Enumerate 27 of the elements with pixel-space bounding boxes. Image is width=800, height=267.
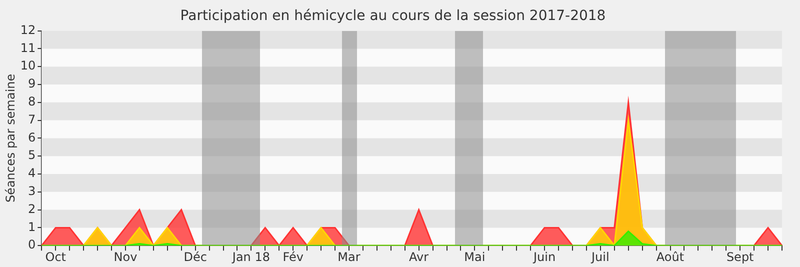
x-tick-label: Jan 18	[231, 250, 270, 264]
y-tick-label: 6	[28, 130, 36, 144]
y-tick-label: 7	[28, 112, 36, 126]
y-tick-label: 10	[20, 58, 36, 73]
y-tick-label: 5	[28, 148, 36, 162]
y-tick-label: 4	[28, 166, 36, 180]
y-tick-label: 12	[20, 22, 36, 37]
x-tick-label: Fév	[282, 250, 304, 264]
x-tick-label: Nov	[114, 250, 138, 264]
x-tick-label: Mar	[338, 250, 360, 264]
x-tick-label: Juil	[590, 250, 610, 264]
x-tick-label: Mai	[464, 250, 486, 264]
y-tick-label: 2	[28, 202, 36, 216]
x-tick-label: Juin	[532, 250, 556, 264]
x-tick-label: Sept	[726, 250, 754, 264]
y-tick-label: 1	[28, 220, 36, 234]
y-tick-label: 0	[28, 238, 36, 252]
x-tick-label: Avr	[409, 250, 429, 264]
chart-title: Participation en hémicycle au cours de la session 2017-2018	[180, 8, 606, 24]
y-tick-label: 3	[28, 184, 36, 198]
y-tick-label: 9	[28, 76, 36, 91]
x-tick-label: Déc	[184, 250, 207, 264]
y-axis-title: Séances par semaine	[3, 74, 18, 203]
y-tick-label: 11	[20, 40, 36, 55]
y-tick-label: 8	[28, 94, 36, 109]
x-tick-label: Oct	[45, 250, 66, 264]
x-tick-label: Août	[656, 250, 684, 264]
